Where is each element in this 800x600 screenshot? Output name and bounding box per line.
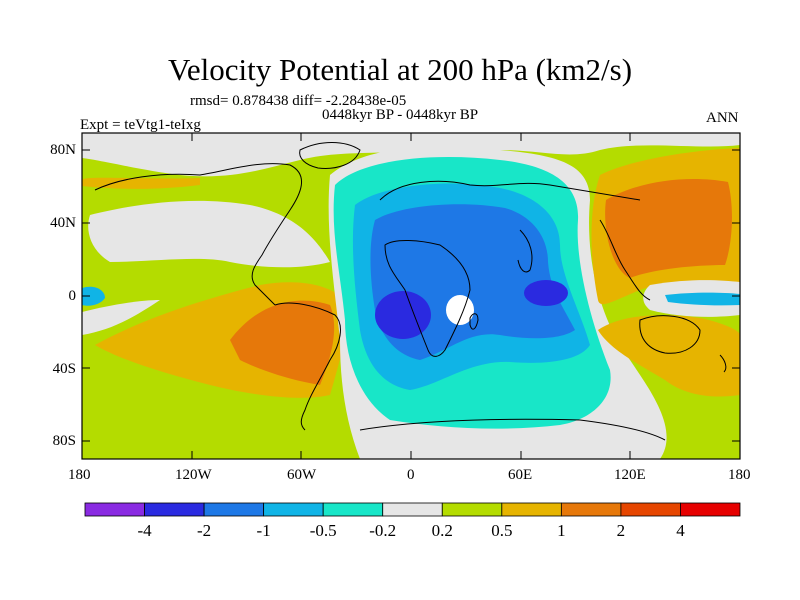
contour-0-namerica xyxy=(88,200,331,268)
lon-tick-label: 120E xyxy=(614,467,646,483)
lon-tick-label: 120W xyxy=(175,467,212,483)
colorbar-level-label: 0.2 xyxy=(431,521,453,540)
colorbar-level-label: -0.2 xyxy=(369,521,397,540)
lon-tick-label: 0 xyxy=(407,467,415,483)
colorbar-level-label: 2 xyxy=(616,521,626,540)
coast-madagascar xyxy=(469,313,479,330)
coast-new-zealand xyxy=(719,354,727,373)
coast-africa xyxy=(384,240,471,357)
lat-tick-label: 80N xyxy=(50,142,76,158)
colorbar-swatch xyxy=(560,502,622,517)
colorbar-level-label: 4 xyxy=(676,521,685,540)
coast-greenland xyxy=(299,142,361,169)
colorbar-swatch xyxy=(680,502,741,517)
lon-tick-label: 60E xyxy=(508,467,533,483)
colorbar-swatch xyxy=(263,502,324,517)
contour-0-north xyxy=(82,133,740,177)
coast-south-america xyxy=(274,302,341,431)
colorbar xyxy=(84,502,741,517)
lat-tick-label: 0 xyxy=(68,288,77,304)
colorbar-swatch xyxy=(322,502,384,517)
coast-east-asia xyxy=(599,219,651,301)
lon-tick-marks xyxy=(81,133,741,459)
plot-title: Velocity Potential at 200 hPa (km2/s) xyxy=(167,52,633,87)
colorbar-swatch xyxy=(441,502,503,517)
contour-neg-4-indian xyxy=(524,280,568,306)
colorbar-swatch xyxy=(620,502,681,517)
season-label: ANN xyxy=(706,110,739,126)
colorbar-level-label: 0.5 xyxy=(491,521,513,540)
colorbar-swatch xyxy=(144,502,205,517)
contour-field xyxy=(82,133,740,459)
lat-tick-label: 40N xyxy=(50,215,76,231)
coast-antarctica xyxy=(359,418,666,441)
lon-tick-label: 60W xyxy=(287,467,317,483)
lat-tick-marks xyxy=(82,149,740,442)
coast-north-america xyxy=(94,163,302,306)
colorbar-level-label: 1 xyxy=(557,521,566,540)
colorbar-level-label: -2 xyxy=(196,521,212,540)
contour-pos-1-pacific xyxy=(605,179,732,278)
contour-neg-1-east xyxy=(665,292,740,306)
contour-0-sw xyxy=(82,300,160,335)
period-label: 0448kyr BP - 0448kyr BP xyxy=(322,107,479,123)
lat-tick-label: 40S xyxy=(52,361,76,377)
rmsd-diff-text: rmsd= 0.878438 diff= -2.28438e-05 xyxy=(190,93,407,109)
coast-eurasia xyxy=(379,180,641,201)
coast-india xyxy=(517,229,533,273)
contour-pos-05-australia xyxy=(598,315,740,397)
lat-tick-label: 80S xyxy=(52,433,76,449)
colorbar-level-label: -4 xyxy=(137,521,152,540)
colorbar-swatch xyxy=(501,502,562,517)
colorbar-swatch xyxy=(382,502,443,517)
colorbar-swatch xyxy=(84,502,145,517)
contour-pos-1-sepac xyxy=(230,300,335,385)
contour-neg-4-atlantic xyxy=(375,291,431,339)
coast-australia xyxy=(639,315,701,354)
experiment-label: Expt = teVtg1-teIxg xyxy=(80,117,201,133)
contour-pos-05-nw xyxy=(82,177,200,189)
colorbar-level-label: -0.5 xyxy=(309,521,337,540)
lon-tick-label: 180 xyxy=(68,467,91,483)
contour-neg-1-west xyxy=(82,286,105,306)
contour-hole xyxy=(446,295,474,325)
colorbar-level-label: -1 xyxy=(256,521,271,540)
coastlines xyxy=(94,142,727,441)
colorbar-swatch xyxy=(203,502,265,517)
lon-tick-label: 180 xyxy=(728,467,751,483)
